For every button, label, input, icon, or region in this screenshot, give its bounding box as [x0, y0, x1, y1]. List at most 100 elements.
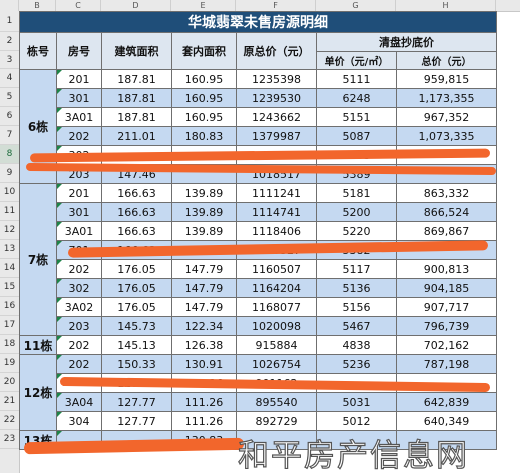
cell-built-area[interactable]: 127.77: [101, 392, 172, 412]
cell-unit-price[interactable]: 5220: [316, 221, 397, 241]
cell-total-price[interactable]: 959,815: [396, 69, 497, 89]
row-header[interactable]: 18: [0, 335, 19, 354]
cell-room[interactable]: 3A01: [56, 107, 102, 127]
cell-total-price[interactable]: 869,867: [396, 221, 497, 241]
cell-built-area[interactable]: 187.81: [101, 107, 172, 127]
row-header[interactable]: 20: [0, 373, 19, 392]
cell-inner-area[interactable]: 147.79: [171, 297, 237, 317]
cell-original-total[interactable]: 1239530: [236, 88, 317, 108]
row-header[interactable]: 1: [0, 11, 19, 32]
column-header-b[interactable]: B: [19, 0, 56, 11]
row-header[interactable]: 2: [0, 32, 19, 51]
cell-built-area[interactable]: 150.33: [101, 354, 172, 374]
cell-built-area[interactable]: 145.13: [101, 335, 172, 355]
cell-unit-price[interactable]: 4838: [316, 335, 397, 355]
header-unit-price[interactable]: 单价（元/㎡）: [316, 51, 397, 70]
cell-built-area[interactable]: 176.05: [101, 297, 172, 317]
cell-built-area[interactable]: 166.63: [101, 183, 172, 203]
cell-built-area[interactable]: 166.63: [101, 221, 172, 241]
cell-unit-price[interactable]: 5156: [316, 297, 397, 317]
cell-original-total[interactable]: 1111241: [236, 183, 317, 203]
cell-building[interactable]: 7栋: [19, 183, 57, 336]
cell-built-area[interactable]: 127.77: [101, 411, 172, 431]
cell-inner-area[interactable]: 139.89: [171, 202, 237, 222]
row-header[interactable]: 13: [0, 240, 19, 259]
row-header[interactable]: 6: [0, 107, 19, 126]
cell-unit-price[interactable]: 5117: [316, 259, 397, 279]
cell-room[interactable]: 201: [56, 69, 102, 89]
cell-total-price[interactable]: 1,173,355: [396, 88, 497, 108]
cell-original-total[interactable]: 1164204: [236, 278, 317, 298]
cell-built-area[interactable]: 176.05: [101, 259, 172, 279]
cell-original-total[interactable]: 1168077: [236, 297, 317, 317]
header-inner-area[interactable]: 套内面积: [171, 32, 237, 70]
column-header-g[interactable]: G: [316, 0, 396, 11]
cell-room[interactable]: 3A04: [56, 392, 102, 412]
row-header[interactable]: 21: [0, 392, 19, 411]
cell-original-total[interactable]: 1020098: [236, 316, 317, 336]
cell-room[interactable]: 301: [56, 88, 102, 108]
cell-inner-area[interactable]: 122.34: [171, 316, 237, 336]
row-header[interactable]: 10: [0, 183, 19, 202]
header-building[interactable]: 栋号: [19, 32, 57, 70]
cell-room[interactable]: 304: [56, 411, 102, 431]
cell-inner-area[interactable]: 147.79: [171, 278, 237, 298]
header-total-price[interactable]: 总价（元）: [396, 51, 497, 70]
cell-total-price[interactable]: 907,717: [396, 297, 497, 317]
row-header[interactable]: 12: [0, 221, 19, 240]
header-clearance-price[interactable]: 清盘抄底价: [316, 32, 497, 52]
column-header-f[interactable]: F: [236, 0, 316, 11]
cell-original-total[interactable]: 895540: [236, 392, 317, 412]
sheet-title[interactable]: 华城翡翠未售房源明细: [19, 11, 497, 33]
row-header[interactable]: 9: [0, 164, 19, 183]
row-header[interactable]: 3: [0, 51, 19, 69]
cell-unit-price[interactable]: 5012: [316, 411, 397, 431]
cell-room[interactable]: 3A02: [56, 297, 102, 317]
column-header-h[interactable]: H: [396, 0, 496, 11]
cell-room[interactable]: 202: [56, 335, 102, 355]
cell-built-area[interactable]: 211.01: [101, 126, 172, 146]
cell-inner-area[interactable]: 160.95: [171, 107, 237, 127]
cell-room[interactable]: 3A01: [56, 221, 102, 241]
cell-total-price[interactable]: 796,739: [396, 316, 497, 336]
cell-original-total[interactable]: 892729: [236, 411, 317, 431]
cell-inner-area[interactable]: 139.89: [171, 183, 237, 203]
cell-unit-price[interactable]: 5467: [316, 316, 397, 336]
cell-room[interactable]: 301: [56, 202, 102, 222]
cell-unit-price[interactable]: 6248: [316, 88, 397, 108]
cell-total-price[interactable]: 863,332: [396, 183, 497, 203]
column-header-d[interactable]: D: [101, 0, 171, 11]
cell-total-price[interactable]: 640,349: [396, 411, 497, 431]
cell-inner-area[interactable]: 147.79: [171, 259, 237, 279]
header-room[interactable]: 房号: [56, 32, 102, 70]
cell-total-price[interactable]: 900,813: [396, 259, 497, 279]
cell-built-area[interactable]: 176.05: [101, 278, 172, 298]
cell-original-total[interactable]: 1235398: [236, 69, 317, 89]
row-header[interactable]: 15: [0, 278, 19, 297]
cell-total-price[interactable]: 866,524: [396, 202, 497, 222]
row-header[interactable]: 5: [0, 88, 19, 107]
cell-original-total[interactable]: 1118406: [236, 221, 317, 241]
header-built-area[interactable]: 建筑面积: [101, 32, 172, 70]
header-original-total[interactable]: 原总价（元）: [236, 32, 317, 70]
cell-original-total[interactable]: 1114741: [236, 202, 317, 222]
cell-original-total[interactable]: 1026754: [236, 354, 317, 374]
row-header[interactable]: 7: [0, 126, 19, 145]
cell-inner-area[interactable]: 126.38: [171, 335, 237, 355]
cell-built-area[interactable]: 187.81: [101, 69, 172, 89]
cell-built-area[interactable]: 145.73: [101, 316, 172, 336]
cell-total-price[interactable]: 1,073,335: [396, 126, 497, 146]
cell-inner-area[interactable]: 160.95: [171, 88, 237, 108]
cell-total-price[interactable]: 702,162: [396, 335, 497, 355]
cell-room[interactable]: 202: [56, 354, 102, 374]
cell-unit-price[interactable]: 5111: [316, 69, 397, 89]
row-header[interactable]: 23: [0, 430, 19, 449]
column-header-e[interactable]: E: [171, 0, 236, 11]
cell-unit-price[interactable]: 5031: [316, 392, 397, 412]
cell-original-total[interactable]: 915884: [236, 335, 317, 355]
row-header[interactable]: 14: [0, 259, 19, 278]
cell-room[interactable]: 203: [56, 316, 102, 336]
cell-inner-area[interactable]: 130.91: [171, 354, 237, 374]
cell-unit-price[interactable]: 5200: [316, 202, 397, 222]
select-all-corner[interactable]: [0, 0, 19, 11]
